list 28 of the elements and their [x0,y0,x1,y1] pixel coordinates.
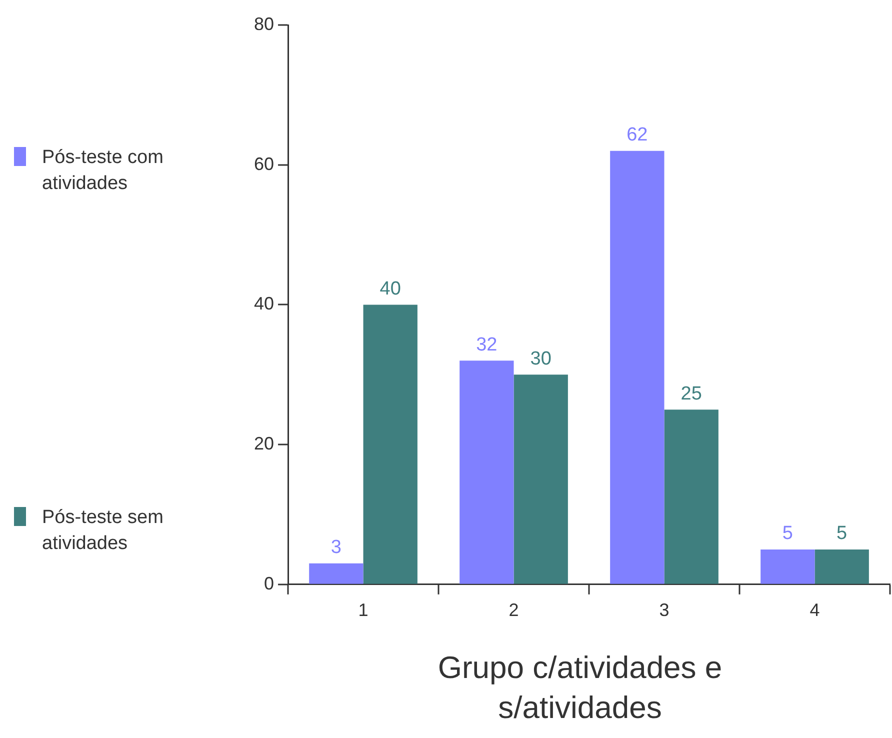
y-tick-label: 20 [254,434,274,454]
data-label: 3 [330,537,342,558]
data-label: 25 [680,383,702,404]
data-label: 40 [380,278,401,300]
bar [814,549,869,584]
data-label: 5 [836,523,848,544]
data-label: 62 [626,124,648,146]
x-tick-label: 2 [508,600,519,620]
y-tick-label: 80 [254,14,274,34]
x-tick-label: 1 [358,600,368,620]
legend-label: Pós-teste com atividades [42,146,164,196]
x-tick-label: 4 [810,600,820,620]
bar [610,150,664,584]
bar [760,549,815,584]
bar [664,410,718,584]
legend-label: Pós-teste sem atividades [42,506,164,556]
bar [309,563,364,584]
bar [363,304,418,584]
bar [514,374,568,584]
y-tick-label: 0 [264,573,274,594]
data-label: 30 [530,348,552,370]
y-tick-label: 60 [254,154,274,174]
y-tick-label: 40 [254,294,274,314]
x-axis-title: Grupo c/atividades e s/atividades [436,649,724,727]
data-label: 5 [782,523,793,544]
bar [460,360,514,584]
x-tick-label: 3 [659,600,670,620]
data-label: 32 [476,334,498,356]
